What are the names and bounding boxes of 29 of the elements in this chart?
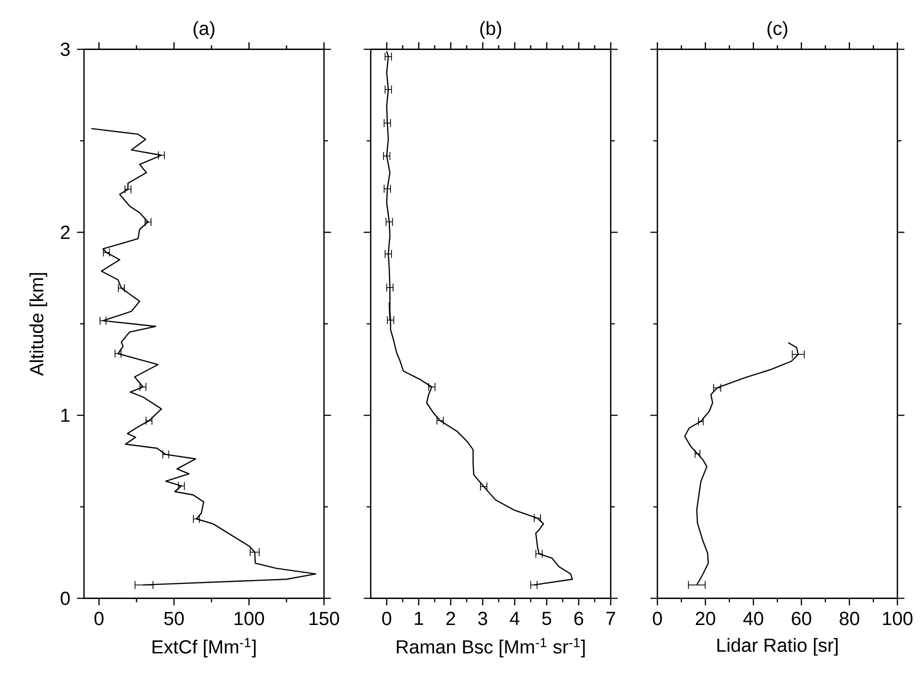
y-tick-label: 3 (60, 42, 70, 56)
x-axis-title: ExtCf [Mm$^{-1}$] (152, 638, 256, 658)
x-tick-label: 7 (606, 612, 616, 625)
x-tick-label: 0 (94, 612, 104, 626)
x-tick-label: 40 (743, 612, 764, 626)
chart-title: (b) (480, 21, 502, 39)
y-axis-title: Altitude [km] (30, 273, 48, 376)
x-axis-title: Raman Bsc [Mm$^{-1}$ sr$^{-1}$] (396, 638, 585, 658)
x-tick-label: 20 (696, 612, 716, 626)
x-tick-label: 80 (840, 612, 860, 626)
x-tick-label: 60 (792, 612, 812, 626)
x-tick-label: 100 (883, 612, 912, 626)
x-tick-label: 6 (574, 612, 584, 626)
x-tick-label: 3 (478, 612, 488, 626)
chart-title: (a) (194, 21, 214, 39)
x-tick-label: 100 (234, 612, 264, 626)
x-tick-label: 1 (414, 612, 424, 625)
x-tick-label: 2 (446, 612, 456, 626)
x-tick-label: 150 (310, 612, 340, 626)
x-tick-label: 0 (382, 612, 392, 626)
x-axis-title: Lidar Ratio [sr] (717, 638, 838, 656)
x-tick-label: 4 (510, 612, 520, 625)
y-tick-label: 0 (60, 592, 70, 606)
y-tick-label: 2 (60, 226, 70, 239)
x-tick-label: 5 (542, 612, 552, 626)
y-tick-label: 1 (61, 408, 70, 422)
x-tick-label: 0 (652, 612, 662, 626)
x-tick-label: 50 (164, 612, 184, 626)
chart-title: (c) (768, 21, 788, 39)
